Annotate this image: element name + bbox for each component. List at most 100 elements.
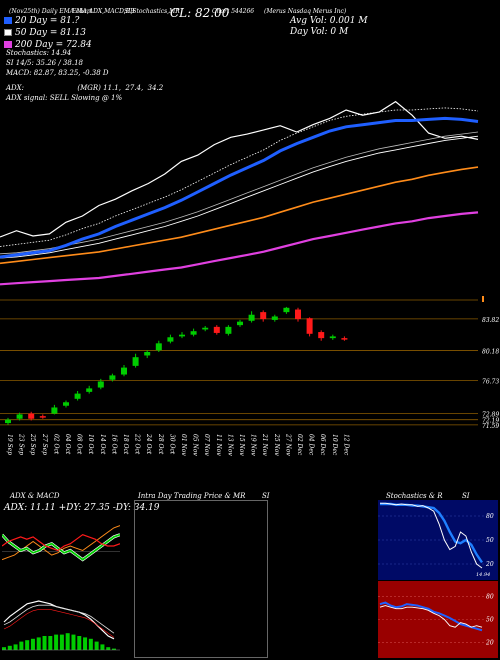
candle-body	[97, 381, 104, 388]
date-label: 25 Sep	[29, 433, 36, 455]
candle-body	[167, 337, 174, 342]
macd-histogram-bar	[54, 634, 59, 650]
candle-body	[237, 321, 243, 326]
date-label: 11 Nov	[215, 434, 222, 456]
macd-histogram-bar	[65, 633, 70, 650]
macd-histogram-bar	[48, 636, 53, 650]
panel2-title: Intra Day Trading Price & MR	[138, 492, 246, 500]
date-label: 06 Dec	[319, 434, 326, 456]
panel3-title: Stochastics & R	[386, 492, 443, 500]
candle-body	[179, 334, 185, 337]
stoch-axis-label: 80	[486, 513, 494, 520]
plus-di-outline	[2, 533, 120, 562]
ema10-dotted-line	[0, 107, 479, 247]
legend-label-ema50: 50 Day = 81.13	[15, 28, 87, 38]
candle-body	[5, 419, 11, 424]
stochastics-stat: Stochastics: 14.94	[6, 49, 72, 57]
last-price-marker	[482, 296, 484, 302]
stoch-k-line	[380, 502, 483, 569]
signal-line	[3, 604, 115, 634]
candle-body	[295, 309, 301, 320]
si-stat: SI 14/5: 35.26 / 38.18	[6, 59, 83, 67]
legend-swatch-ema200	[4, 41, 12, 48]
legend-ema200: 200 Day = 72.84	[4, 41, 92, 50]
macd-stat: MACD: 82.87, 83.25, -0.38 D	[6, 69, 109, 77]
candle-body	[306, 318, 313, 334]
candle-body	[202, 327, 209, 330]
stats-block: Stochastics: 14.94 SI 14/5: 35.26 / 38.1…	[6, 50, 163, 102]
adx-panel	[2, 525, 120, 562]
legend-ema20: 20 Day = 81.?	[4, 17, 92, 26]
adx-signal: ADX signal: SELL Slowing @ 1%	[6, 94, 123, 102]
macd-histogram-bar	[83, 637, 88, 650]
price-level-label: 72.89	[482, 412, 499, 419]
si-axis-label: 20	[485, 640, 494, 647]
date-label: 16 Oct	[110, 434, 117, 455]
date-label: 10 Oct	[87, 434, 94, 455]
candle-body	[51, 407, 58, 414]
candle-body	[86, 388, 93, 392]
ema-chart	[0, 100, 479, 286]
date-axis: 19 Sep 23 Sep 25 Sep 27 Sep 02 Oct 04 Oct 08 O…	[6, 433, 349, 456]
candle-body	[318, 332, 325, 339]
ema20-line	[0, 116, 479, 259]
avg-volume: Avg Vol: 0.001 M	[290, 16, 368, 26]
macd-histogram-bar	[19, 641, 24, 650]
company-name: (Merus Nasdaq Merus Inc)	[264, 8, 347, 15]
date-label: 01 Nov	[180, 434, 187, 456]
candle-body	[16, 414, 23, 419]
macd-histogram-bar	[94, 641, 99, 650]
macd-histogram-bar	[59, 634, 64, 650]
candle-body	[39, 416, 46, 418]
macd-histogram-bar	[30, 638, 35, 650]
macd-panel	[2, 600, 120, 651]
candle-body	[155, 343, 162, 351]
legend-ema50: 50 Day = 81.13	[4, 29, 92, 38]
candle-body	[271, 316, 278, 320]
price-level-label: 71.59	[482, 423, 499, 430]
header: (Nov25th) Daily EMA chart EMA,ADX,MACD,B…	[4, 6, 496, 23]
close-price-line	[0, 100, 479, 238]
candle-body	[225, 326, 232, 334]
date-label: 04 Oct	[64, 434, 71, 455]
chart-id: Chart 544266	[212, 8, 255, 15]
date-label: 02 Dec	[296, 434, 303, 456]
date-label: 10 Dec	[331, 434, 338, 456]
date-label: 23 Sep	[18, 433, 25, 455]
price-level-label: 76.73	[482, 378, 499, 385]
date-label: 12 Dec	[342, 434, 349, 456]
candle-body	[121, 367, 127, 375]
candle-body	[213, 326, 220, 333]
macd-histogram-bar	[88, 638, 93, 650]
macd-histogram-bar	[77, 636, 82, 650]
macd-histogram-bar	[13, 644, 18, 650]
adx-line	[2, 525, 120, 561]
date-label: 28 Oct	[157, 433, 164, 455]
price-main: CL: 82.00	[170, 6, 230, 20]
ticker-title: (Nov25th) Daily EMA chart	[9, 8, 93, 15]
date-label: 08 Oct	[76, 434, 83, 455]
day-volume: Day Vol: 0 M	[290, 27, 349, 37]
legend-label-ema20: 20 Day = 81.?	[15, 16, 80, 26]
macd-histogram-bar	[100, 644, 105, 650]
candle-body	[132, 357, 139, 366]
macd-histogram-bar	[2, 647, 6, 650]
date-label: 25 Nov	[273, 433, 280, 456]
stoch-axis-label: 20	[485, 561, 494, 568]
date-label: 27 Nov	[284, 433, 291, 456]
price-level-label: 80.18	[482, 348, 499, 355]
ema-legend: 20 Day = 81.? 50 Day = 81.13 200 Day = 7…	[4, 17, 92, 50]
candle-body	[109, 375, 116, 380]
date-label: 19 Sep	[6, 434, 13, 455]
candle-body	[329, 336, 336, 339]
price-level-label: 72.19	[482, 418, 499, 425]
stoch-axis-label: 50	[486, 537, 494, 544]
date-label: 24 Oct	[145, 433, 152, 455]
candle-body	[28, 413, 35, 419]
macd-red-line	[3, 609, 115, 638]
date-label: 14 Oct	[99, 434, 106, 455]
macd-histogram-bar	[25, 640, 30, 650]
price-level-label: 83.82	[482, 317, 499, 324]
date-label: 15 Nov	[238, 434, 245, 456]
